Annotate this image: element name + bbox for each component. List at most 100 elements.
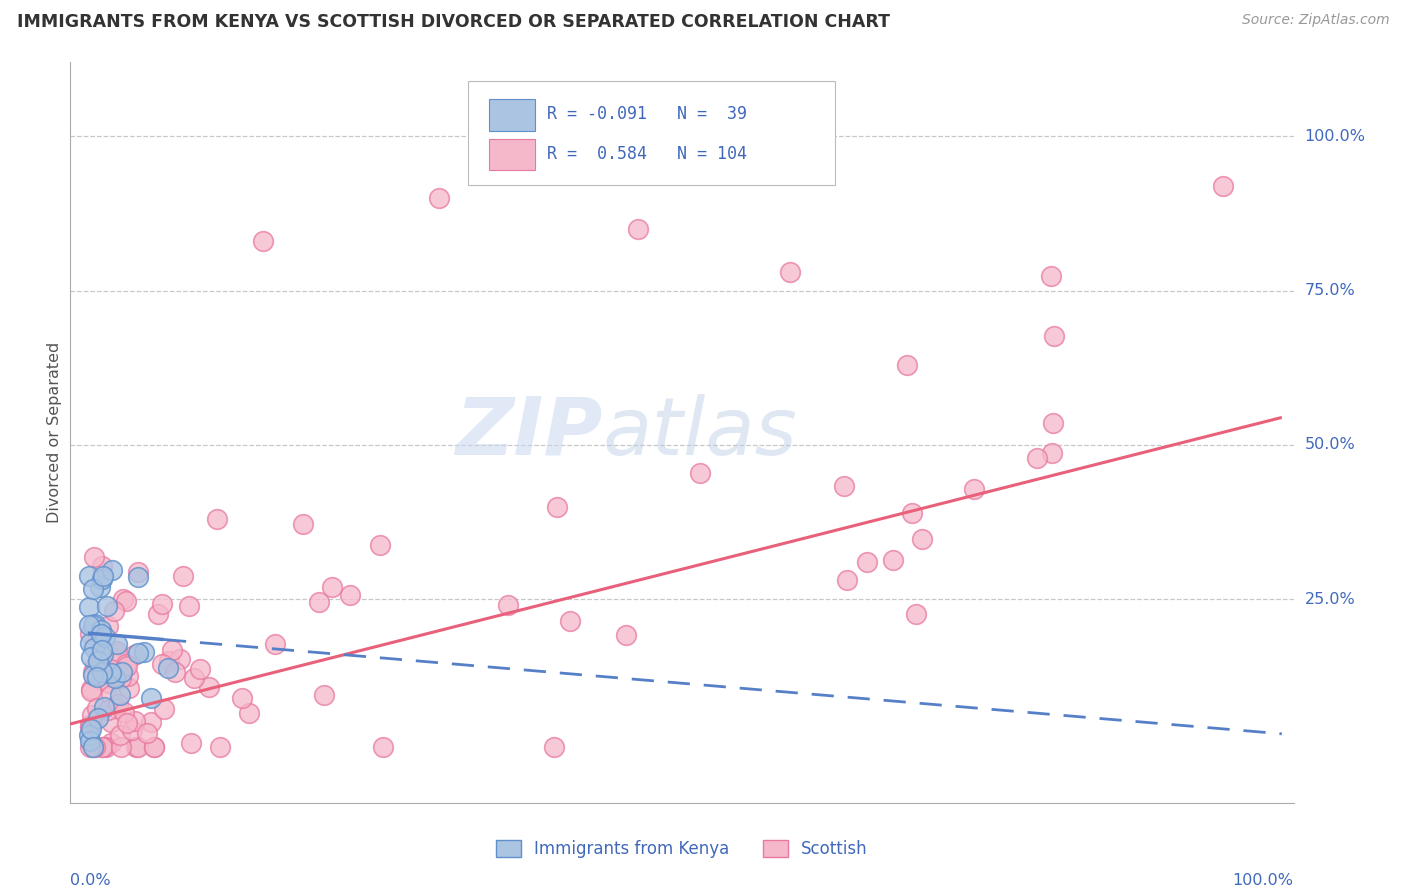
Point xyxy=(79,740,101,755)
Point xyxy=(80,649,103,664)
Point xyxy=(183,672,205,686)
Point xyxy=(87,711,110,725)
Point xyxy=(856,555,879,569)
Point xyxy=(105,648,128,662)
Point xyxy=(115,716,138,731)
Point xyxy=(238,706,260,720)
Point xyxy=(93,630,115,644)
Point xyxy=(82,740,104,755)
Text: Source: ZipAtlas.com: Source: ZipAtlas.com xyxy=(1241,13,1389,28)
Point xyxy=(91,648,114,662)
Point xyxy=(198,680,221,694)
Point xyxy=(79,720,101,734)
Point xyxy=(896,358,918,372)
Point xyxy=(97,703,120,717)
Point xyxy=(100,688,122,702)
Text: ZIP: ZIP xyxy=(456,393,602,472)
Point xyxy=(1212,178,1234,193)
Point xyxy=(177,599,200,614)
Point xyxy=(91,573,114,587)
Point xyxy=(80,682,103,697)
Point xyxy=(1042,416,1064,430)
Point xyxy=(91,740,114,755)
FancyBboxPatch shape xyxy=(489,99,536,130)
Point xyxy=(79,568,101,582)
Point xyxy=(96,599,118,614)
Text: 75.0%: 75.0% xyxy=(1305,284,1355,298)
Point xyxy=(89,632,111,647)
Point xyxy=(114,657,136,672)
Point xyxy=(543,740,565,755)
Point xyxy=(904,607,927,621)
Point xyxy=(97,619,120,633)
Point xyxy=(188,662,211,676)
Point xyxy=(150,657,173,672)
Point xyxy=(157,654,180,668)
Point xyxy=(1039,268,1062,283)
Point xyxy=(128,570,150,584)
Point xyxy=(105,637,128,651)
Point xyxy=(882,553,904,567)
Point xyxy=(79,626,101,640)
Point xyxy=(689,466,711,480)
Point xyxy=(111,665,134,679)
Point xyxy=(209,740,232,755)
Point xyxy=(96,740,118,755)
Point xyxy=(89,580,111,594)
Point xyxy=(104,701,127,715)
Point xyxy=(1025,451,1047,466)
Point xyxy=(84,740,107,755)
Point xyxy=(139,715,162,730)
Point xyxy=(169,652,191,666)
Point xyxy=(86,701,108,715)
FancyBboxPatch shape xyxy=(468,81,835,185)
Point xyxy=(1040,446,1063,460)
Point xyxy=(231,690,253,705)
Point xyxy=(86,670,108,684)
Point xyxy=(86,654,108,668)
Point xyxy=(100,665,122,680)
Point xyxy=(371,740,394,755)
Point xyxy=(963,482,986,496)
Point xyxy=(90,643,112,657)
FancyBboxPatch shape xyxy=(489,138,536,169)
Point xyxy=(100,714,122,729)
Point xyxy=(321,580,343,594)
Point xyxy=(80,707,103,722)
Point xyxy=(121,723,143,738)
Point xyxy=(107,698,129,712)
Point xyxy=(77,728,100,742)
Point xyxy=(86,664,108,678)
Point xyxy=(308,595,330,609)
Point xyxy=(110,740,132,755)
Point xyxy=(498,598,520,612)
Point xyxy=(150,598,173,612)
Point xyxy=(93,569,115,583)
Point xyxy=(205,512,228,526)
Point xyxy=(91,665,114,679)
Point xyxy=(104,671,127,685)
Point xyxy=(832,479,855,493)
Point xyxy=(427,191,450,205)
Point xyxy=(91,740,114,755)
Point xyxy=(101,563,124,577)
Point xyxy=(339,588,361,602)
Point xyxy=(77,618,100,632)
Point xyxy=(83,549,105,564)
Point xyxy=(105,644,128,658)
Point xyxy=(90,623,112,637)
Point xyxy=(157,661,180,675)
Point xyxy=(80,684,103,698)
Point xyxy=(82,668,104,682)
Point xyxy=(125,740,148,755)
Point xyxy=(115,594,138,608)
Point xyxy=(112,705,135,719)
Point xyxy=(180,736,202,750)
Point xyxy=(291,516,314,531)
Point xyxy=(103,604,125,618)
Point xyxy=(172,569,194,583)
Text: 100.0%: 100.0% xyxy=(1233,873,1294,888)
Text: 0.0%: 0.0% xyxy=(70,873,111,888)
Point xyxy=(90,673,112,687)
Point xyxy=(134,645,156,659)
